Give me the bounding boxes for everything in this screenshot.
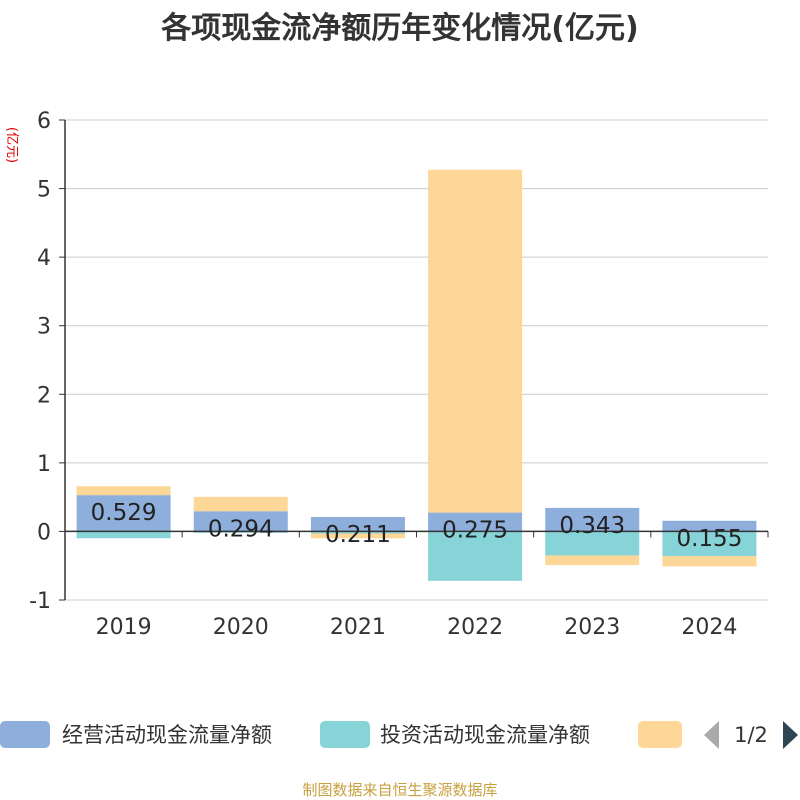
legend-swatch-investing[interactable] [320,721,370,748]
y-tick-label-3: 3 [37,315,51,340]
grid-lines [65,119,768,601]
y-tick-label-6: 6 [37,109,51,134]
x-tick-label-2019: 2019 [96,615,152,640]
x-tick-label-2021: 2021 [330,615,386,640]
bar-series0-2022 [428,512,523,532]
x-tick-label-2022: 2022 [447,615,503,640]
y-tick-label-5: 5 [37,178,51,203]
data-label-2023: 0.343 [559,513,625,539]
x-tick-label-2023: 2023 [564,615,620,640]
x-tick-label-2024: 2024 [681,615,737,640]
data-label-2020: 0.294 [208,516,274,542]
triangle-right-icon[interactable] [783,721,798,749]
bar-series0-2020 [193,511,288,532]
legend-label-investing[interactable]: 投资活动现金流量净额 [380,723,590,747]
bar-series1-2022 [428,531,523,581]
legend-swatch-operating[interactable] [0,721,50,748]
y-tick-label-2: 2 [37,383,51,408]
y-tick-label-4: 4 [37,246,51,271]
y-tick-label-1: 1 [37,452,51,477]
bar-series0-2019 [76,495,171,532]
bars [76,169,757,581]
data-label-2019: 0.529 [91,500,157,526]
bar-series0-2021 [310,516,405,532]
bar-series2-2023 [545,555,640,566]
legend-swatch-financing[interactable] [638,721,682,748]
bar-series2-2022 [428,169,523,513]
bar-series2-2020 [193,496,288,512]
data-label-2024: 0.155 [676,526,742,552]
bar-series2-2024 [662,556,757,567]
bar-series1-2019 [76,531,171,539]
y-tick-label-0: 0 [37,520,51,545]
data-label-2021: 0.211 [325,522,391,548]
bar-series1-2021 [310,531,405,534]
legend-page-indicator: 1/2 [734,723,768,747]
bar-series2-2021 [310,533,405,539]
legend: 经营活动现金流量净额 投资活动现金流量净额 1/2 [0,721,798,749]
x-axis-ticks: 2019 2020 2021 2022 2023 2024 [64,531,769,640]
x-tick-label-2020: 2020 [213,615,269,640]
data-source-note: 制图数据来自恒生聚源数据库 [302,781,497,799]
y-axis-ticks: -1 0 1 2 3 4 5 6 [29,109,65,614]
y-tick-label--1: -1 [29,589,51,614]
bar-series0-2023 [545,507,640,532]
data-label-2022: 0.275 [442,518,508,544]
triangle-left-icon[interactable] [704,721,719,749]
bar-series1-2023 [545,531,640,556]
bar-series1-2024 [662,531,757,557]
chart-title: 各项现金流净额历年变化情况(亿元) [160,11,638,46]
y-axis-unit-label: (亿元) [4,127,19,163]
bar-series0-2024 [662,520,757,532]
data-labels: 0.529 0.294 0.211 0.275 0.343 0.155 [91,500,743,552]
legend-label-operating[interactable]: 经营活动现金流量净额 [62,723,272,747]
bar-series2-2019 [76,486,171,496]
